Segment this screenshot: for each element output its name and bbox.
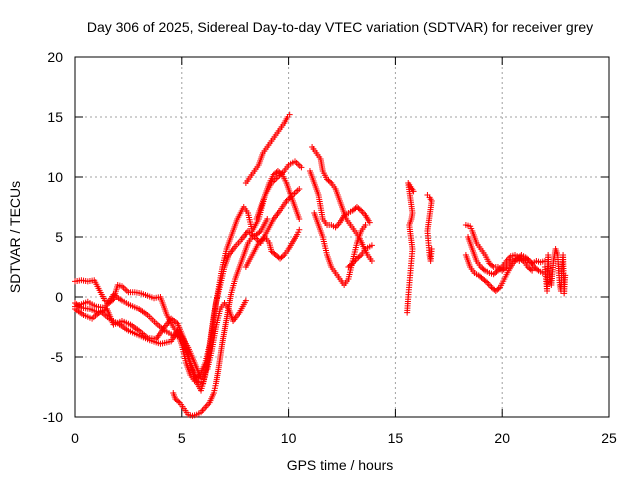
data-point [279,253,286,260]
data-point [541,258,548,264]
data-point [362,222,369,228]
x-tick-label: 0 [71,430,79,446]
data-point [286,111,293,118]
data-point [519,256,526,263]
data-point [109,297,116,304]
y-tick-label: 15 [47,109,63,125]
y-tick-label: -10 [43,409,63,425]
data-point [175,398,182,405]
data-point [296,216,303,222]
x-tick-label: 5 [178,430,186,446]
x-tick-label: 20 [494,430,510,446]
data-point [296,226,303,233]
data-point [277,170,284,177]
data-point [366,219,373,226]
y-tick-label: -5 [51,349,64,365]
chart-title: Day 306 of 2025, Sidereal Day-to-day VTE… [87,19,593,35]
data-point [356,206,363,213]
y-tick-label: 5 [55,229,63,245]
x-tick-label: 10 [281,430,297,446]
data-point [428,246,435,252]
data-point [410,188,417,195]
data-point [534,266,541,273]
data-point [348,261,355,268]
y-axis-label: SDTVAR / TECUs [7,181,23,293]
x-axis-label: GPS time / hours [287,457,394,473]
data-point [527,266,534,273]
y-tick-labels: -10 -5 0 5 10 15 20 [43,49,63,425]
data-point [326,178,333,185]
axis-ticks [74,56,610,418]
data-point [356,253,363,260]
data-point [368,242,375,249]
y-tick-label: 0 [55,289,63,305]
data-point [525,256,532,263]
data-point [495,285,502,292]
y-tick-label: 20 [47,49,63,65]
data-point [529,267,536,274]
data-point [242,297,249,304]
x-tick-labels: 0 5 10 15 20 25 [71,430,617,446]
data-point [296,186,303,192]
data-point [256,229,263,236]
x-tick-label: 25 [601,430,617,446]
data-point [206,342,213,348]
data-point [562,272,569,279]
data-point [480,266,487,273]
x-tick-label: 15 [388,430,404,446]
data-point [298,164,305,171]
data-points [72,111,569,419]
data-point [368,258,375,264]
data-point [489,262,496,269]
y-tick-label: 10 [47,169,63,185]
data-point [482,278,489,285]
data-point [497,265,504,272]
data-point [264,216,271,222]
